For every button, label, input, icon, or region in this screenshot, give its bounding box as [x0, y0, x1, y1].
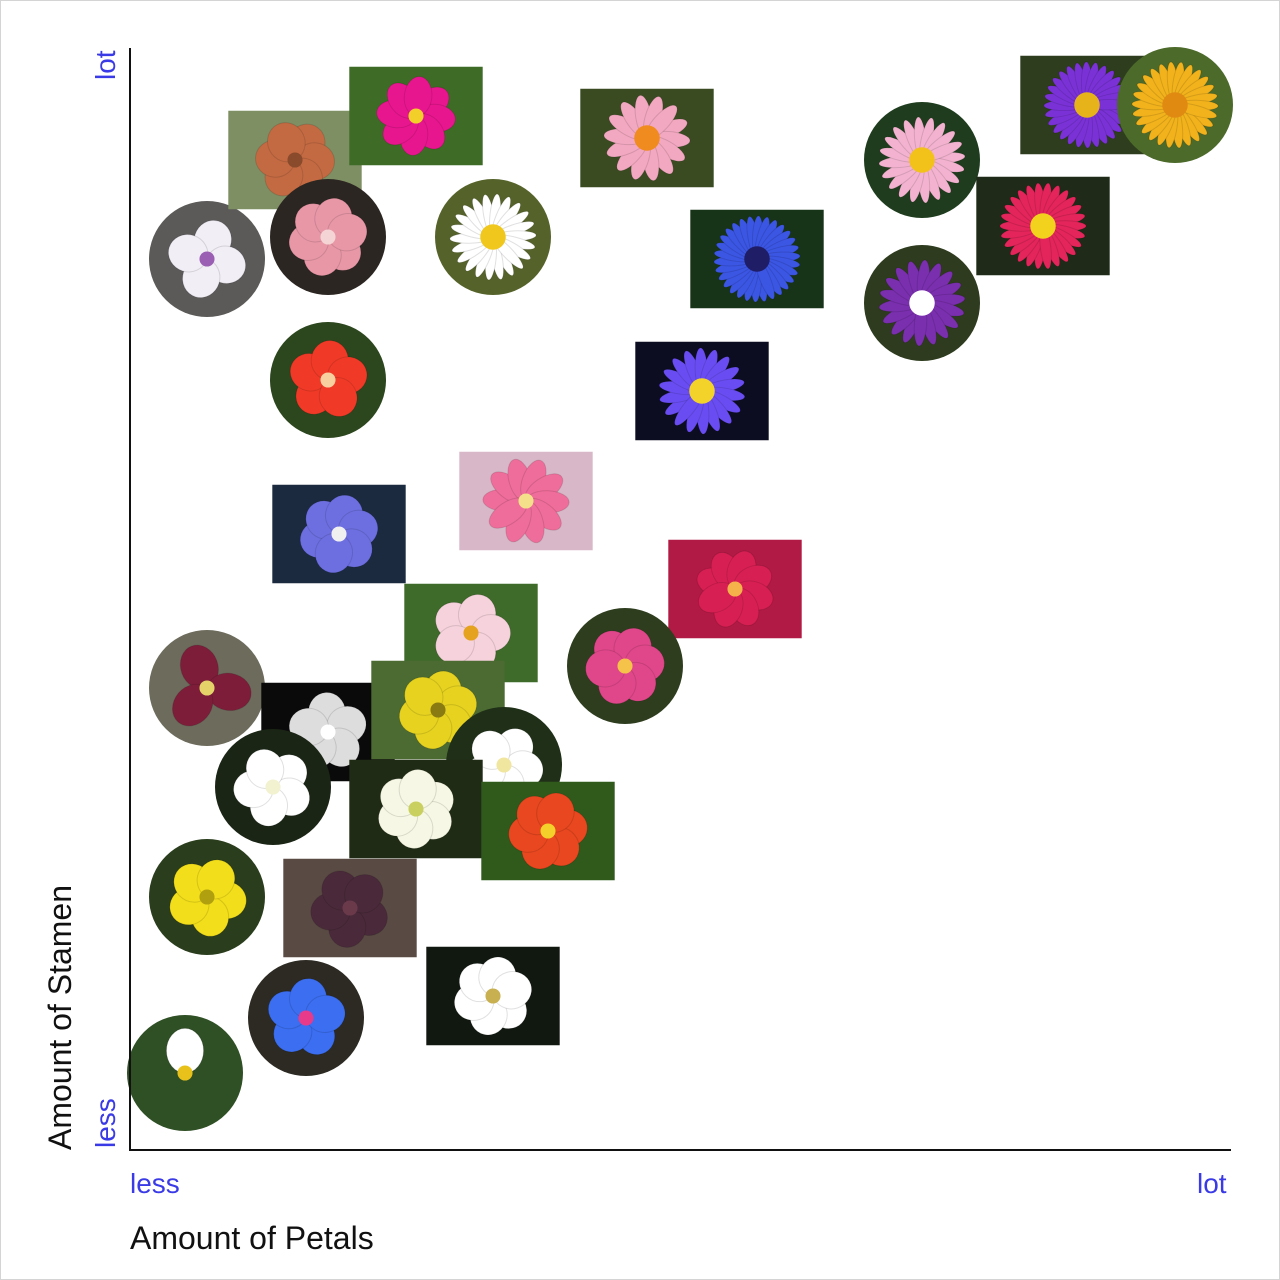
- flower-marks: [127, 47, 1233, 1131]
- flower-point-hibiscus: [270, 322, 386, 438]
- y-tick-lot: lot: [90, 50, 121, 80]
- flower-point-buttercup: [149, 839, 265, 955]
- flower-point-cannonball: [270, 179, 386, 295]
- x-tick-lot: lot: [1197, 1168, 1227, 1199]
- x-tick-less: less: [130, 1168, 180, 1199]
- flower-point-gloriosa: [481, 781, 615, 881]
- flower-point-gazania: [580, 88, 714, 188]
- flower-point-strawflower: [1117, 47, 1233, 163]
- y-tick-less: less: [90, 1098, 121, 1148]
- flower-point-tulip: [567, 608, 683, 724]
- flower-point-cornflower: [690, 209, 824, 309]
- flower-point-cosmos: [349, 66, 483, 166]
- flower-point-oleander: [215, 729, 331, 845]
- flower-point-daisy: [435, 179, 551, 295]
- flower-point-hepatica: [272, 484, 406, 584]
- flower-point-zinnia: [976, 176, 1110, 276]
- flower-point-tulipa-yellow: [371, 660, 505, 760]
- x-axis-title: Amount of Petals: [130, 1220, 374, 1256]
- flower-point-calla: [127, 1015, 243, 1131]
- flower-point-stapelia: [283, 858, 417, 958]
- flower-point-camellia: [668, 539, 802, 639]
- flower-point-blue-pimpernel: [248, 960, 364, 1076]
- flower-point-caper: [149, 201, 265, 317]
- flower-point-lily-white-small: [349, 759, 483, 859]
- flower-point-water-lily-pink: [864, 102, 980, 218]
- flower-point-bachelor-button-purple: [864, 245, 980, 361]
- y-axis-title: Amount of Stamen: [42, 884, 78, 1150]
- flower-point-plum-blossom: [459, 451, 593, 551]
- flower-point-lilium-white: [426, 946, 560, 1046]
- flower-point-water-lily-blue: [635, 341, 769, 441]
- flower-point-trillium: [149, 630, 265, 746]
